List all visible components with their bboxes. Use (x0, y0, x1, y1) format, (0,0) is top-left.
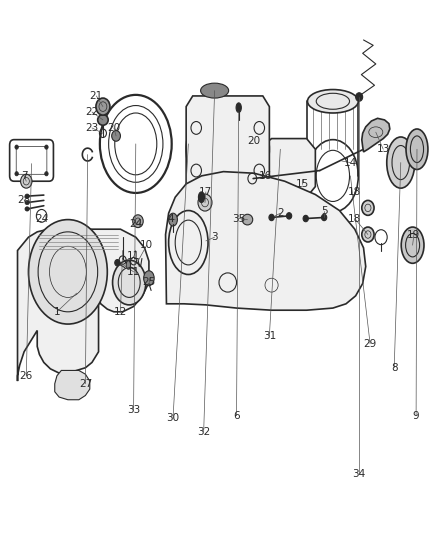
Text: 4: 4 (167, 214, 174, 223)
Text: 11: 11 (127, 267, 140, 277)
Text: 29: 29 (364, 339, 377, 349)
Ellipse shape (45, 172, 48, 176)
Ellipse shape (112, 131, 120, 141)
Text: 20: 20 (247, 136, 261, 146)
Text: 18: 18 (348, 187, 361, 197)
Text: 31: 31 (263, 331, 276, 341)
Text: 8: 8 (391, 363, 398, 373)
Ellipse shape (242, 214, 253, 225)
Text: 15: 15 (296, 179, 309, 189)
Ellipse shape (406, 129, 428, 169)
Ellipse shape (96, 98, 110, 115)
Ellipse shape (113, 260, 146, 305)
Text: 5: 5 (321, 206, 328, 215)
Ellipse shape (286, 213, 292, 219)
Text: 9: 9 (413, 411, 420, 421)
Polygon shape (166, 172, 366, 310)
Text: 1: 1 (53, 307, 60, 317)
Ellipse shape (387, 137, 415, 188)
Ellipse shape (356, 93, 363, 101)
Text: 32: 32 (197, 427, 210, 437)
Ellipse shape (201, 83, 229, 98)
Text: 16: 16 (258, 171, 272, 181)
Ellipse shape (126, 261, 131, 269)
Ellipse shape (186, 99, 269, 200)
Ellipse shape (21, 174, 32, 188)
Ellipse shape (144, 271, 154, 286)
Text: 24: 24 (35, 214, 48, 223)
Ellipse shape (362, 200, 374, 215)
Ellipse shape (15, 172, 18, 176)
Ellipse shape (198, 192, 205, 203)
Text: 19: 19 (407, 230, 420, 239)
Ellipse shape (401, 227, 424, 263)
Text: 34: 34 (353, 470, 366, 479)
Text: 24: 24 (129, 219, 142, 229)
Ellipse shape (25, 194, 29, 198)
Ellipse shape (115, 260, 120, 266)
Text: 2: 2 (277, 208, 284, 218)
Ellipse shape (98, 115, 108, 125)
Text: 21: 21 (90, 91, 103, 101)
Ellipse shape (133, 215, 143, 228)
Text: 26: 26 (20, 371, 33, 381)
Ellipse shape (303, 215, 308, 222)
Polygon shape (258, 139, 315, 208)
Text: 25: 25 (142, 278, 155, 287)
Text: 33: 33 (127, 406, 140, 415)
Text: 20: 20 (107, 123, 120, 133)
Text: 11: 11 (127, 251, 140, 261)
Text: 17: 17 (199, 187, 212, 197)
Ellipse shape (25, 200, 29, 205)
Ellipse shape (198, 194, 212, 211)
Text: 18: 18 (348, 214, 361, 223)
Text: 6: 6 (233, 411, 240, 421)
Ellipse shape (362, 227, 374, 242)
Ellipse shape (25, 207, 29, 211)
Text: 22: 22 (85, 107, 99, 117)
Text: 30: 30 (166, 414, 180, 423)
Text: 23: 23 (85, 123, 99, 133)
Text: 13: 13 (377, 144, 390, 154)
Ellipse shape (28, 220, 107, 324)
Polygon shape (362, 118, 390, 152)
Ellipse shape (15, 145, 18, 149)
Ellipse shape (269, 214, 274, 221)
Polygon shape (18, 229, 149, 381)
Text: 28: 28 (18, 195, 31, 205)
Text: 10: 10 (140, 240, 153, 250)
Text: 7: 7 (21, 171, 28, 181)
Ellipse shape (321, 214, 327, 221)
Ellipse shape (307, 90, 358, 113)
Ellipse shape (236, 103, 241, 112)
Text: 35: 35 (232, 214, 245, 223)
Text: 12: 12 (114, 307, 127, 317)
Text: 3: 3 (211, 232, 218, 242)
Text: 27: 27 (79, 379, 92, 389)
Ellipse shape (169, 213, 177, 226)
Polygon shape (186, 96, 269, 192)
Ellipse shape (45, 145, 48, 149)
Text: 14: 14 (344, 158, 357, 167)
Polygon shape (55, 370, 90, 400)
